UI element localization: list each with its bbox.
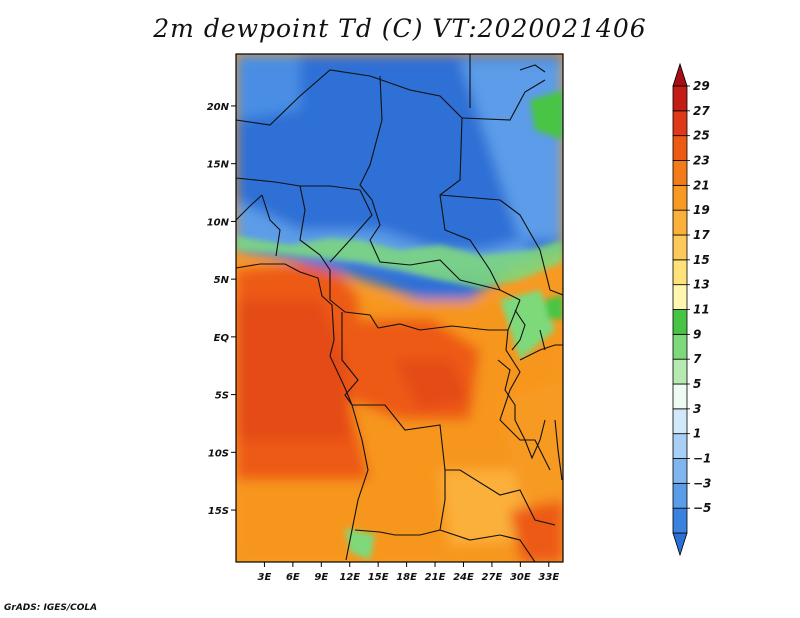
coastline <box>236 64 563 561</box>
y-tick-label: 5N <box>214 275 230 286</box>
colorbar-swatch <box>672 433 688 459</box>
colorbar-label: 17 <box>693 228 710 242</box>
colorbar-label: 27 <box>693 104 710 118</box>
colorbar-swatch <box>672 184 688 211</box>
x-tick-label: 27E <box>482 572 503 583</box>
x-tick-label: 12E <box>339 572 360 583</box>
x-tick-label: 3E <box>258 572 272 583</box>
y-tick-label: 5S <box>215 391 229 402</box>
colorbar-max-arrow <box>672 62 688 87</box>
colorbar-label: 11 <box>693 303 710 317</box>
colorbar-label: −3 <box>693 476 711 490</box>
colorbar-label: 23 <box>693 154 710 168</box>
colorbar-swatch <box>672 309 688 335</box>
x-tick-label: 33E <box>538 572 559 583</box>
colorbar-swatch <box>672 482 688 509</box>
colorbar-label: 5 <box>693 377 701 391</box>
axes: 3E 6E 9E 12E 15E 18E 21E 24E 27E 30E 33E 20N 15N 10N 5… <box>207 102 560 583</box>
y-tick-label: 15S <box>208 506 229 517</box>
x-tick-label: 24E <box>453 572 474 583</box>
plot-frame <box>235 53 564 563</box>
colorbar-swatch <box>672 135 688 161</box>
colorbar-swatch <box>672 259 688 286</box>
y-tick-label: 15N <box>207 160 230 171</box>
y-tick-label: EQ <box>214 333 230 344</box>
x-tick-label: 6E <box>286 572 300 583</box>
colorbar-label: −5 <box>693 501 711 515</box>
colorbar-label: 7 <box>693 352 702 366</box>
colorbar-label: 19 <box>693 203 710 217</box>
colorbar-swatch <box>672 284 688 310</box>
colorbar-swatch <box>672 383 688 410</box>
colorbar-swatch <box>672 209 688 236</box>
country-borders <box>236 54 563 562</box>
colorbar-label: 1 <box>693 427 701 441</box>
colorbar-swatch <box>672 110 688 137</box>
x-tick-label: 18E <box>396 572 417 583</box>
colorbar-label: 9 <box>693 327 701 341</box>
colorbar-swatch <box>672 458 688 484</box>
colorbar-swatch <box>672 160 688 186</box>
colorbar-swatch <box>672 85 688 112</box>
y-tick-label: 10S <box>208 448 229 459</box>
colorbar-label: 25 <box>693 129 710 143</box>
map-title: 2m dewpoint Td (C) VT:2020021406 <box>153 14 647 43</box>
colorbar-label: 29 <box>693 79 710 93</box>
colorbar-swatch <box>672 358 688 385</box>
colorbar-label: 15 <box>693 253 710 267</box>
colorbar-label: −1 <box>693 452 711 466</box>
colorbar-label: 13 <box>693 278 710 292</box>
x-tick-label: 30E <box>510 572 531 583</box>
colorbar-swatch <box>672 234 688 261</box>
colorbar-swatch <box>672 408 688 435</box>
colorbar: 29 27 25 23 21 19 17 15 13 11 9 7 5 3 1 −1 −3 −5 <box>672 62 711 557</box>
dewpoint-field <box>236 54 563 562</box>
y-tick-label: 10N <box>207 217 230 228</box>
x-tick-label: 21E <box>425 572 446 583</box>
colorbar-swatch <box>672 333 688 360</box>
colorbar-min-arrow <box>672 532 688 557</box>
x-tick-label: 15E <box>368 572 389 583</box>
grads-credit: GrADS: IGES/COLA <box>4 603 98 613</box>
x-tick-label: 9E <box>314 572 328 583</box>
colorbar-label: 3 <box>693 402 701 416</box>
colorbar-label: 21 <box>693 178 710 192</box>
colorbar-swatch <box>672 507 688 534</box>
y-tick-label: 20N <box>207 102 230 113</box>
